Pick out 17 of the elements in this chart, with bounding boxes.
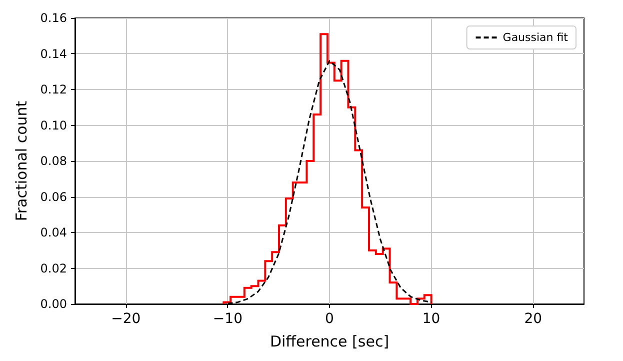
y-tick-label: 0.16 [40,11,67,25]
x-tick-label: 0 [325,311,334,327]
y-tick-label: 0.14 [40,46,67,61]
x-tick-label: −20 [111,311,141,327]
y-tick-label: 0.02 [40,261,67,276]
y-tick-label: 0.12 [40,82,67,96]
x-axis-title: Difference [sec] [270,332,390,350]
y-tick-label: 0.10 [40,118,67,132]
y-tick-label: 0.00 [40,297,67,311]
legend-label: Gaussian fit [502,31,569,44]
y-tick-label: 0.06 [40,190,67,204]
y-axis-title: Fractional count [12,100,30,222]
x-tick-label: 10 [422,311,440,327]
y-tick-label: 0.04 [40,226,67,240]
x-tick-label: 20 [524,311,542,327]
x-tick-label: −10 [212,311,242,327]
y-tick-label: 0.08 [40,154,67,168]
